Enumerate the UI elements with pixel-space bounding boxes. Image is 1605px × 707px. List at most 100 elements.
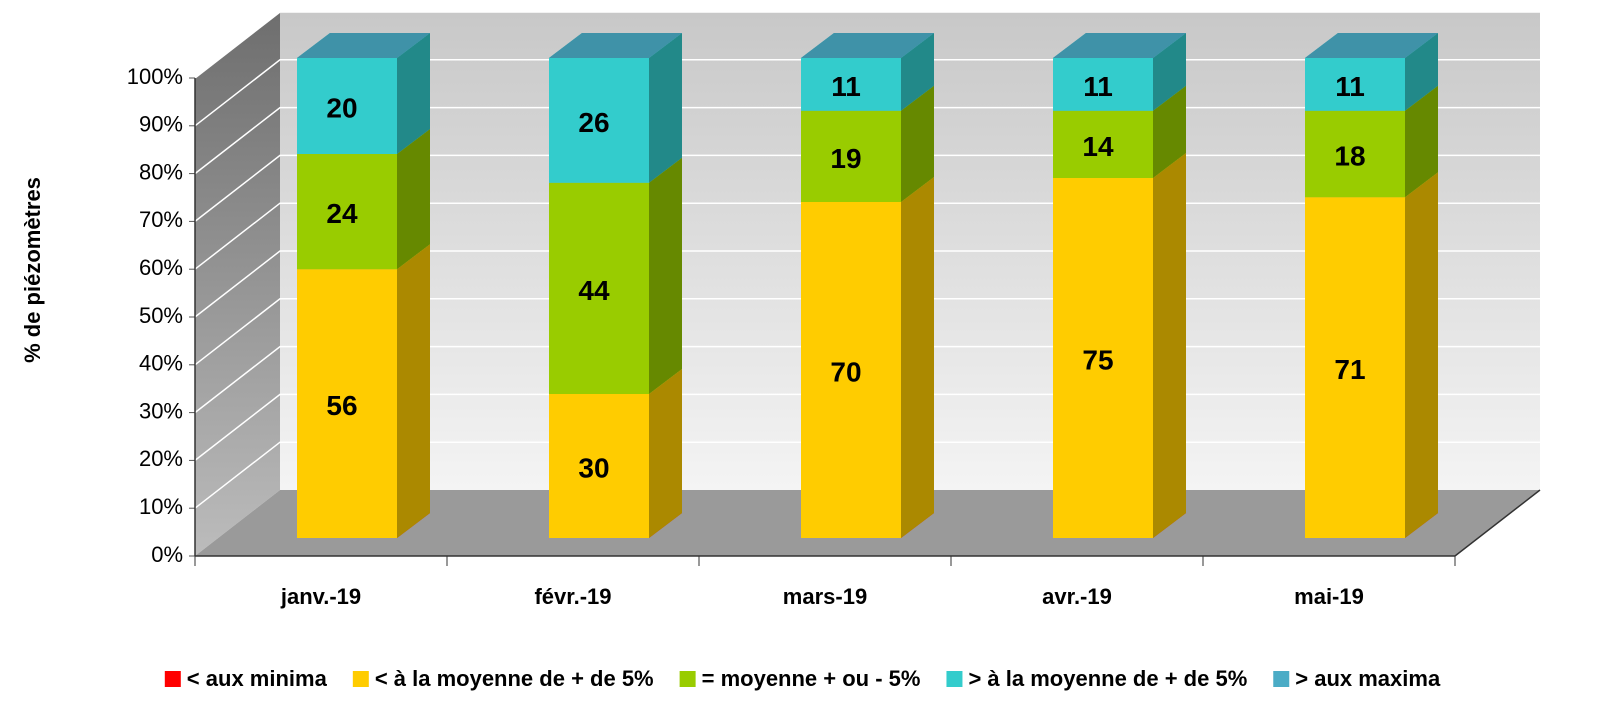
bar-segment (549, 394, 649, 538)
bar-segment (1305, 58, 1405, 111)
bar-top (297, 33, 430, 58)
bar-segment (801, 110, 901, 202)
y-tick-label: 30% (139, 398, 183, 423)
value-label: 70 (830, 356, 861, 387)
y-tick-label: 100% (127, 64, 183, 89)
value-label: 18 (1334, 140, 1365, 171)
legend-item: = moyenne + ou - 5% (679, 666, 921, 691)
y-tick-label: 60% (139, 255, 183, 280)
bar-segment (549, 182, 649, 394)
bar-segment (1053, 58, 1153, 111)
bar-side-shade (397, 33, 430, 154)
bar-top (1305, 33, 1438, 58)
value-label: 24 (326, 198, 358, 229)
y-tick-label: 0% (151, 542, 183, 567)
legend-item: < à la moyenne de + de 5% (352, 666, 654, 691)
bar-side-shade (1405, 172, 1438, 538)
legend-item: > aux maxima (1273, 666, 1441, 691)
value-label: 30 (578, 452, 609, 483)
bar-side-shade (1405, 33, 1438, 111)
grid-line (194, 11, 1540, 79)
bar-side (397, 33, 430, 154)
x-tick-label: janv.-19 (280, 584, 361, 609)
bar-side (1405, 85, 1438, 198)
bar-top (549, 33, 682, 58)
value-label: 19 (830, 143, 861, 174)
y-tick-label: 20% (139, 446, 183, 471)
bar-side (397, 129, 430, 270)
bar-segment (1305, 197, 1405, 538)
bar-segment (297, 154, 397, 270)
bar-top-shade (801, 33, 934, 58)
legend-label: < à la moyenne de + de 5% (375, 666, 654, 691)
y-tick-label: 80% (139, 159, 183, 184)
bar-side (1153, 85, 1186, 178)
legend-item: > à la moyenne de + de 5% (946, 666, 1247, 691)
bar-side (1405, 33, 1438, 111)
y-axis-title: % de piézomètres (20, 177, 45, 363)
legend-swatch (946, 671, 963, 687)
legend-swatch (679, 671, 696, 687)
value-label: 56 (326, 390, 357, 421)
bar-side-shade (1405, 85, 1438, 198)
value-label: 26 (578, 107, 609, 138)
bar-top-shade (1053, 33, 1186, 58)
bar-side (649, 369, 682, 538)
value-label: 14 (1082, 131, 1114, 162)
bar-segment (549, 58, 649, 183)
bar-top-shade (297, 33, 430, 58)
y-tick-label: 40% (139, 351, 183, 376)
bar-side-shade (1153, 33, 1186, 111)
bar-side (649, 33, 682, 183)
value-label: 11 (831, 71, 861, 102)
y-tick-label: 10% (139, 494, 183, 519)
legend-label: = moyenne + ou - 5% (702, 666, 921, 691)
bar-top-shade (1305, 33, 1438, 58)
x-tick-label: mai-19 (1294, 584, 1364, 609)
value-label: 71 (1334, 354, 1365, 385)
bar-top (801, 33, 934, 58)
bar-segment (801, 202, 901, 538)
bar-side-shade (901, 85, 934, 202)
bar-side-shade (1153, 153, 1186, 538)
bar-side (1153, 33, 1186, 111)
x-tick-label: avr.-19 (1042, 584, 1112, 609)
bar-side (397, 244, 430, 538)
bar-side-shade (901, 177, 934, 538)
y-tick-label: 90% (139, 112, 183, 137)
bar-side (1405, 172, 1438, 538)
legend-swatch (352, 671, 369, 687)
bar-segment (297, 269, 397, 538)
x-tick-label: mars-19 (783, 584, 867, 609)
y-tick-label: 50% (139, 303, 183, 328)
legend-label: < aux minima (187, 666, 328, 691)
value-label: 44 (578, 275, 610, 306)
value-label: 11 (1335, 71, 1365, 102)
y-tick-label: 70% (139, 207, 183, 232)
bar-top-shade (549, 33, 682, 58)
legend-swatch (164, 671, 181, 687)
bar-top (1053, 33, 1186, 58)
bar-segment (801, 58, 901, 111)
x-tick-label: févr.-19 (534, 584, 611, 609)
legend-label: > à la moyenne de + de 5% (968, 666, 1247, 691)
bar-side (901, 85, 934, 202)
bar-side-shade (397, 129, 430, 270)
bar-side-shade (649, 33, 682, 183)
legend-item: < aux minima (164, 666, 328, 691)
bar-side-shade (901, 33, 934, 111)
bar-segment (1053, 178, 1153, 538)
bar-side-shade (1153, 85, 1186, 178)
value-label: 75 (1082, 344, 1113, 375)
bar-side-shade (397, 244, 430, 538)
bar-side (901, 177, 934, 538)
bar-segment (297, 58, 397, 154)
bar-side (901, 33, 934, 111)
bar-side (1153, 153, 1186, 538)
value-label: 11 (1083, 71, 1113, 102)
bar-side (649, 157, 682, 394)
value-label: 20 (326, 92, 357, 123)
legend-label: > aux maxima (1295, 666, 1441, 691)
bar-side-shade (649, 369, 682, 538)
